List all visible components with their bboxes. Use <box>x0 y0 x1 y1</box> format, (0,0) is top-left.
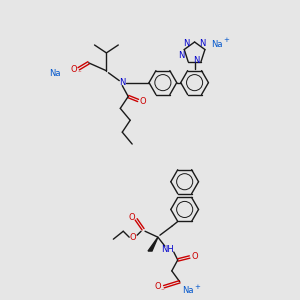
Text: O: O <box>130 233 136 242</box>
Text: N: N <box>184 38 190 47</box>
Text: ⁻: ⁻ <box>78 71 82 77</box>
Text: O: O <box>191 251 198 260</box>
Polygon shape <box>148 237 158 251</box>
Text: O: O <box>140 97 146 106</box>
Text: Na: Na <box>211 40 222 50</box>
Text: ⁻: ⁻ <box>161 289 165 295</box>
Text: Na: Na <box>182 286 194 295</box>
Text: O: O <box>70 65 77 74</box>
Text: N: N <box>178 51 185 60</box>
Text: +: + <box>223 37 229 43</box>
Text: O: O <box>154 282 161 291</box>
Text: Na: Na <box>49 69 61 78</box>
Text: +: + <box>195 284 200 290</box>
Text: N: N <box>194 56 200 65</box>
Text: N: N <box>199 38 206 47</box>
Text: NH: NH <box>161 244 174 253</box>
Text: N: N <box>119 78 125 87</box>
Text: O: O <box>129 213 136 222</box>
